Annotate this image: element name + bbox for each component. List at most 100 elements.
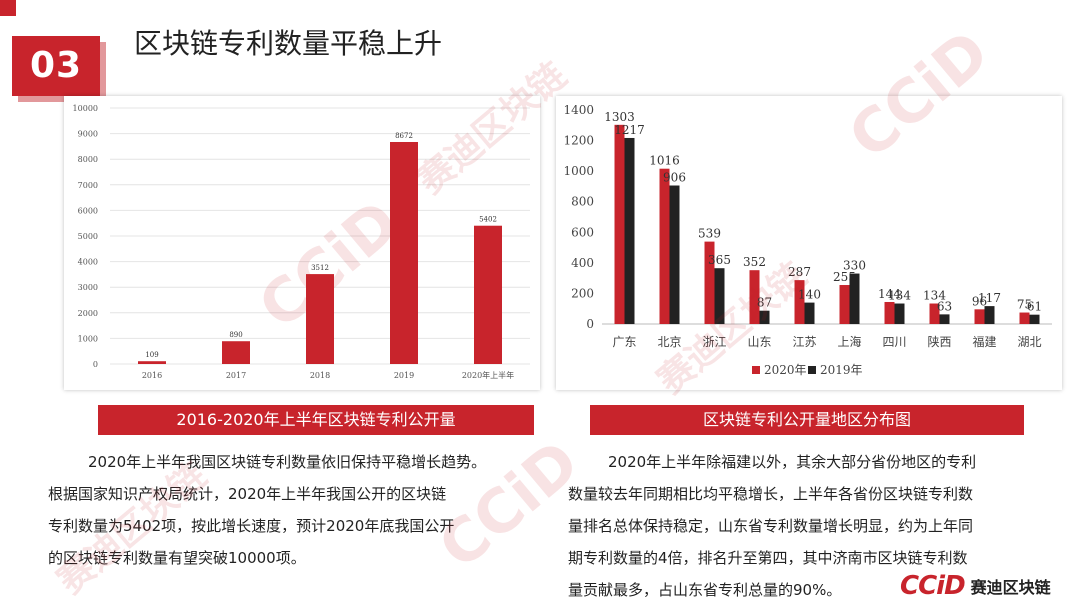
- bar: [624, 137, 635, 324]
- data-label: 906: [663, 171, 686, 185]
- data-label: 539: [698, 227, 721, 241]
- bar: [714, 268, 725, 324]
- data-label: 352: [743, 255, 766, 269]
- data-label: 109: [145, 351, 158, 359]
- yearly-chart-panel: 0 1000 2000 3000 4000 5000 6000 7000 8000 9000 100…: [64, 96, 540, 390]
- data-label: 61: [1027, 300, 1042, 314]
- x-tick-label: 四川: [882, 335, 906, 349]
- bar: [704, 241, 715, 324]
- data-label: 365: [708, 253, 731, 267]
- bar: [974, 309, 985, 324]
- y-tick-label: 2000: [78, 309, 98, 318]
- legend-swatch: [752, 366, 760, 374]
- data-label: 117: [978, 291, 1001, 305]
- y-tick-label: 0: [586, 317, 594, 331]
- logo-mark: CCiD: [900, 571, 966, 601]
- right-paragraph: 2020年上半年除福建以外，其余大部分省份地区的专利 数量较去年同期相比均平稳增…: [568, 446, 1058, 606]
- x-tick-label: 2020年上半年: [462, 370, 514, 380]
- yearly-bar-chart: 0 1000 2000 3000 4000 5000 6000 7000 8000 9000 100…: [73, 104, 530, 380]
- y-tick-label: 1000: [563, 164, 594, 178]
- bar: [984, 306, 995, 324]
- bar: [884, 301, 895, 324]
- bar: [749, 270, 760, 324]
- paragraph-line: 期专利数量的4倍，排名升至第四，其中济南市区块链专利数: [568, 549, 968, 567]
- x-tick-label: 湖北: [1017, 334, 1041, 349]
- corner-accent: [0, 0, 16, 16]
- bar: [222, 341, 250, 364]
- x-tick-label: 山东: [747, 335, 771, 349]
- y-tick-label: 8000: [78, 155, 98, 164]
- y-tick-label: 9000: [78, 130, 98, 139]
- data-label: 1016: [649, 154, 680, 168]
- data-label: 1303: [604, 110, 635, 124]
- y-tick-label: 1200: [563, 134, 594, 148]
- x-tick-label: 浙江: [702, 335, 726, 349]
- bar: [669, 185, 680, 324]
- logo-text: 赛迪区块链: [970, 578, 1051, 597]
- bar: [839, 285, 850, 324]
- data-label: 96: [972, 294, 987, 308]
- legend-label: 2019年: [820, 363, 863, 377]
- data-label: 330: [843, 259, 866, 273]
- paragraph-line: 专利数量为5402项，按此增长速度，预计2020年底我国公开: [48, 517, 455, 535]
- x-tick-label: 2018: [310, 371, 330, 380]
- y-tick-label: 600: [571, 225, 594, 239]
- y-tick-label: 200: [571, 286, 594, 300]
- bar: [1019, 312, 1030, 324]
- x-tick-label: 2017: [226, 371, 246, 380]
- y-tick-label: 7000: [78, 181, 98, 190]
- data-label: 144: [878, 287, 901, 301]
- y-tick-label: 1000: [78, 334, 98, 343]
- data-label: 134: [923, 289, 946, 303]
- x-tick-label: 北京: [657, 335, 681, 349]
- legend-swatch: [808, 366, 816, 374]
- bar: [614, 124, 625, 324]
- section-number: 03: [29, 45, 83, 86]
- bar: [929, 303, 940, 324]
- bar: [138, 361, 166, 364]
- bar: [894, 303, 905, 324]
- data-label: 5402: [479, 216, 497, 224]
- paragraph-line: 2020年上半年我国区块链专利数量依旧保持平稳增长趋势。: [88, 453, 487, 471]
- y-tick-label: 400: [571, 256, 594, 270]
- x-tick-label: 2019: [394, 371, 414, 380]
- x-tick-label: 2016: [142, 371, 162, 380]
- y-tick-label: 5000: [78, 232, 98, 241]
- paragraph-line: 的区块链专利数量有望突破10000项。: [48, 549, 306, 567]
- y-tick-label: 1400: [563, 103, 594, 117]
- legend-label: 2020年: [764, 363, 807, 377]
- data-label: 134: [888, 289, 911, 303]
- data-label: 75: [1017, 298, 1032, 312]
- bar: [306, 274, 334, 364]
- data-label: 3512: [311, 264, 329, 272]
- y-tick-label: 0: [93, 360, 98, 369]
- region-chart-caption: 区块链专利公开量地区分布图: [590, 405, 1024, 435]
- y-tick-label: 6000: [78, 206, 98, 215]
- x-tick-label: 广东: [612, 335, 636, 349]
- paragraph-line: 根据国家知识产权局统计，2020年上半年我国公开的区块链: [48, 485, 447, 503]
- left-paragraph: 2020年上半年我国区块链专利数量依旧保持平稳增长趋势。 根据国家知识产权局统计…: [48, 446, 568, 574]
- bar: [1029, 314, 1040, 324]
- data-label: 8672: [395, 132, 413, 140]
- region-chart-panel: 0 200 400 600 800 1000 1200 1400 1303 1217 广东 1016 9…: [556, 96, 1062, 390]
- bar: [390, 141, 418, 364]
- paragraph-line: 2020年上半年除福建以外，其余大部分省份地区的专利: [608, 453, 977, 471]
- y-tick-label: 800: [571, 195, 594, 209]
- page-title: 区块链专利数量平稳上升: [134, 27, 443, 60]
- bar: [659, 168, 670, 324]
- paragraph-line: 数量较去年同期相比均平稳增长，上半年各省份区块链专利数: [568, 485, 974, 503]
- y-tick-label: 10000: [73, 104, 98, 113]
- data-label: 1217: [614, 123, 645, 137]
- x-tick-label: 陕西: [927, 334, 951, 349]
- bar: [474, 225, 502, 364]
- data-label: 87: [757, 296, 772, 310]
- bar: [794, 280, 805, 324]
- data-label: 63: [937, 299, 952, 313]
- data-label: 287: [788, 265, 811, 279]
- x-tick-label: 江苏: [792, 335, 816, 349]
- x-tick-label: 福建: [972, 334, 996, 349]
- x-tick-label: 上海: [837, 334, 861, 349]
- bar: [759, 310, 770, 324]
